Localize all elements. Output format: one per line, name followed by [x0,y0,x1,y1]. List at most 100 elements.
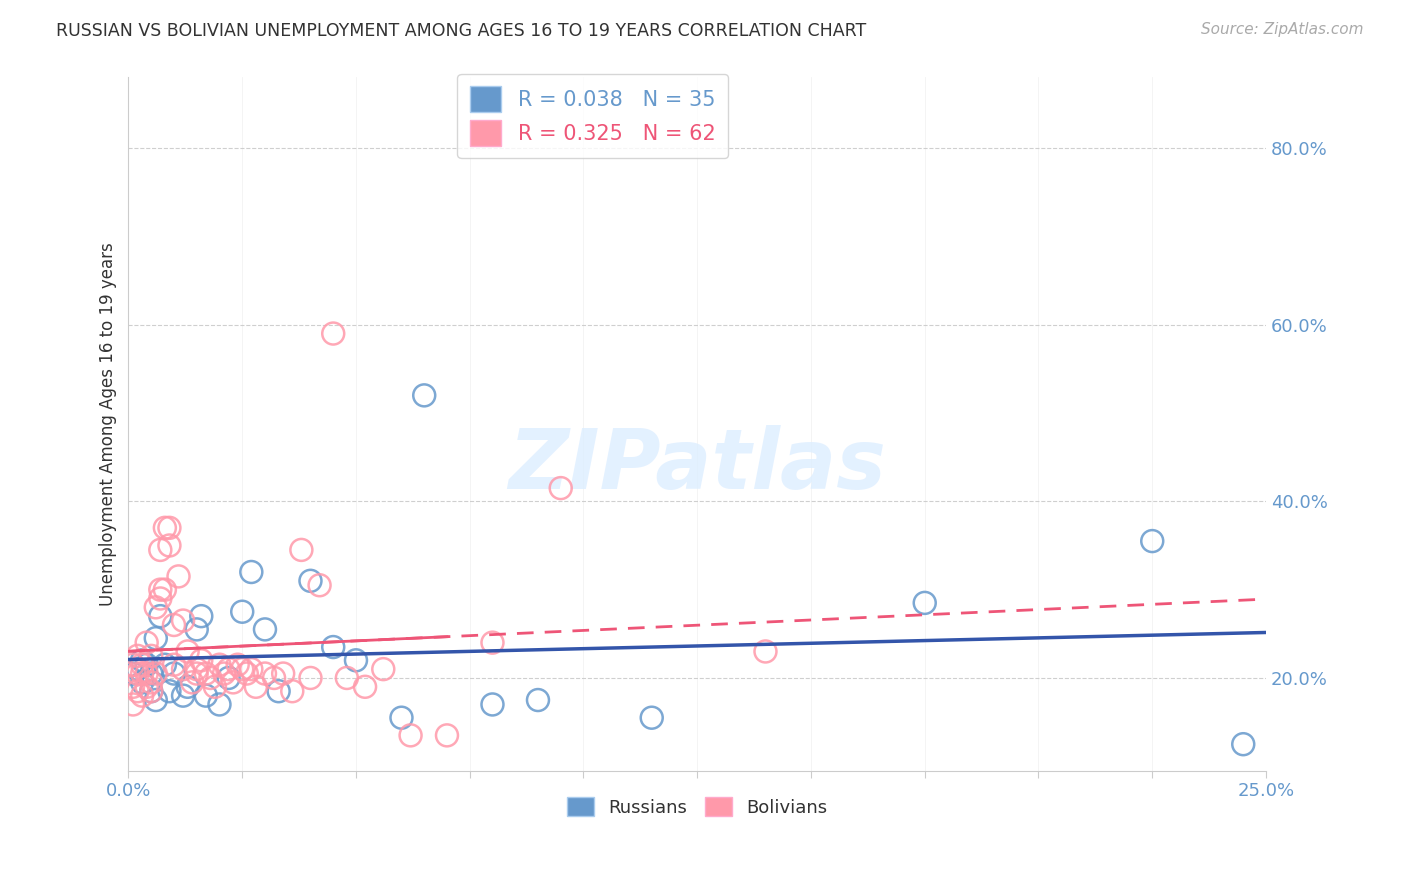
Point [176,680,198,694]
Point [481,698,503,712]
Point [149,591,172,606]
Point [141,684,163,698]
Point [131,657,153,672]
Point [1142,534,1164,549]
Point [399,728,422,742]
Point [299,671,322,685]
Point [153,657,176,672]
Point [253,666,276,681]
Point [176,644,198,658]
Point [222,675,245,690]
Point [127,648,149,663]
Point [754,644,776,658]
Y-axis label: Unemployment Among Ages 16 to 19 years: Unemployment Among Ages 16 to 19 years [100,243,117,606]
Point [271,666,294,681]
Point [141,648,163,663]
Point [157,539,180,553]
Point [236,666,259,681]
Text: ZIPatlas: ZIPatlas [509,425,886,506]
Text: RUSSIAN VS BOLIVIAN UNEMPLOYMENT AMONG AGES 16 TO 19 YEARS CORRELATION CHART: RUSSIAN VS BOLIVIAN UNEMPLOYMENT AMONG A… [56,22,866,40]
Point [131,653,153,667]
Point [145,666,167,681]
Point [172,662,194,676]
Point [373,662,395,676]
Point [153,521,176,535]
Point [145,693,167,707]
Point [127,684,149,698]
Point [186,623,208,637]
Point [149,582,172,597]
Point [194,689,217,703]
Point [231,605,253,619]
Point [157,521,180,535]
Point [308,578,330,592]
Point [172,614,194,628]
Point [131,666,153,681]
Point [149,609,172,624]
Point [131,689,153,703]
Point [141,675,163,690]
Point [208,657,231,672]
Point [163,618,186,632]
Point [172,689,194,703]
Point [153,582,176,597]
Point [263,671,285,685]
Point [550,481,572,495]
Point [436,728,458,742]
Point [149,542,172,557]
Point [200,671,222,685]
Point [218,662,240,676]
Point [226,657,249,672]
Point [135,657,157,672]
Point [290,542,312,557]
Point [131,675,153,690]
Point [240,662,263,676]
Point [344,653,367,667]
Point [218,671,240,685]
Point [186,662,208,676]
Point [253,623,276,637]
Point [135,635,157,649]
Point [281,684,304,698]
Point [322,326,344,341]
Point [127,662,149,676]
Point [157,684,180,698]
Point [181,675,204,690]
Point [190,653,212,667]
Point [135,666,157,681]
Point [391,711,413,725]
Point [167,569,190,583]
Point [145,600,167,615]
Point [145,631,167,645]
Point [240,565,263,579]
Point [299,574,322,588]
Point [245,680,267,694]
Point [190,609,212,624]
Point [122,698,145,712]
Point [413,388,436,402]
Point [204,680,226,694]
Point [186,666,208,681]
Point [163,657,186,672]
Point [122,680,145,694]
Point [212,666,235,681]
Point [641,711,664,725]
Point [194,666,217,681]
Point [127,666,149,681]
Legend: Russians, Bolivians: Russians, Bolivians [560,790,835,824]
Point [527,693,550,707]
Point [354,680,377,694]
Point [135,680,157,694]
Point [141,684,163,698]
Point [122,657,145,672]
Point [914,596,936,610]
Point [1232,737,1254,751]
Point [481,635,503,649]
Point [122,666,145,681]
Point [336,671,359,685]
Point [163,666,186,681]
Text: Source: ZipAtlas.com: Source: ZipAtlas.com [1201,22,1364,37]
Point [267,684,290,698]
Point [322,640,344,654]
Point [231,662,253,676]
